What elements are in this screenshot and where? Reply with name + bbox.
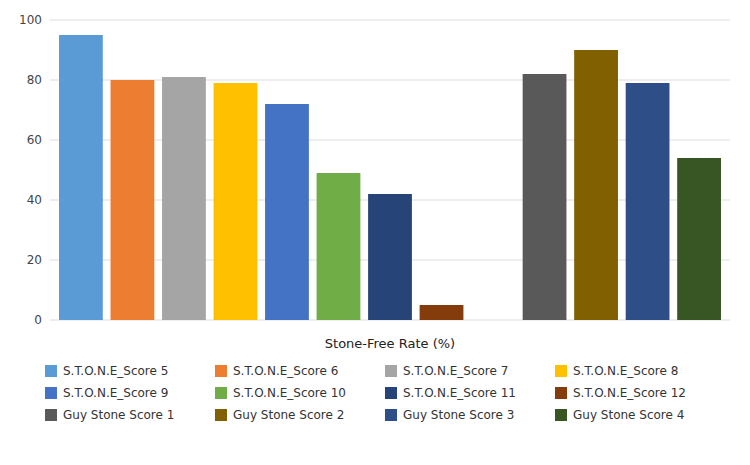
legend-swatch: [215, 365, 227, 377]
legend-label: Guy Stone Score 3: [403, 408, 514, 422]
legend-label: S.T.O.N.E_Score 10: [233, 386, 346, 400]
grid: [50, 20, 730, 320]
legend-swatch: [555, 365, 567, 377]
bar: [677, 158, 721, 320]
legend-swatch: [45, 387, 57, 399]
legend-label: S.T.O.N.E_Score 11: [403, 386, 516, 400]
bar: [265, 104, 309, 320]
legend-swatch: [555, 409, 567, 421]
legend-swatch: [45, 365, 57, 377]
legend-label: S.T.O.N.E_Score 9: [63, 386, 168, 400]
legend-label: S.T.O.N.E_Score 8: [573, 364, 678, 378]
legend-label: S.T.O.N.E_Score 12: [573, 386, 686, 400]
bar: [368, 194, 412, 320]
legend-swatch: [215, 387, 227, 399]
bar: [420, 305, 464, 320]
y-tick-label: 60: [27, 133, 42, 147]
y-tick-label: 100: [19, 13, 42, 27]
legend-swatch: [385, 365, 397, 377]
legend-swatch: [555, 387, 567, 399]
x-axis-label: Stone-Free Rate (%): [325, 336, 455, 351]
legend-swatch: [215, 409, 227, 421]
y-tick-label: 20: [27, 253, 42, 267]
bar: [214, 83, 258, 320]
legend-swatch: [385, 409, 397, 421]
bar: [111, 80, 155, 320]
y-tick-label: 40: [27, 193, 42, 207]
bar: [317, 173, 361, 320]
grid-line: [50, 20, 730, 21]
legend-label: S.T.O.N.E_Score 5: [63, 364, 168, 378]
bar: [162, 77, 206, 320]
y-tick-label: 80: [27, 73, 42, 87]
legend-swatch: [385, 387, 397, 399]
legend: S.T.O.N.E_Score 5 S.T.O.N.E_Score 6 S.T.O.…: [45, 364, 686, 422]
legend-label: Guy Stone Score 1: [63, 408, 174, 422]
y-tick-label: 0: [34, 313, 42, 327]
bar: [59, 35, 103, 320]
bar: [574, 50, 618, 320]
bar: [523, 74, 567, 320]
chart-container: 0 20 40 60 80 100 Stone-Free Rate (%) S.T.O.N.E…: [0, 0, 750, 465]
legend-label: S.T.O.N.E_Score 7: [403, 364, 508, 378]
legend-label: Guy Stone Score 4: [573, 408, 684, 422]
legend-label: Guy Stone Score 2: [233, 408, 344, 422]
legend-swatch: [45, 409, 57, 421]
bars: [59, 35, 721, 320]
chart-svg: 0 20 40 60 80 100 Stone-Free Rate (%) S.T.O.N.E…: [0, 0, 750, 465]
bar: [626, 83, 670, 320]
legend-label: S.T.O.N.E_Score 6: [233, 364, 338, 378]
